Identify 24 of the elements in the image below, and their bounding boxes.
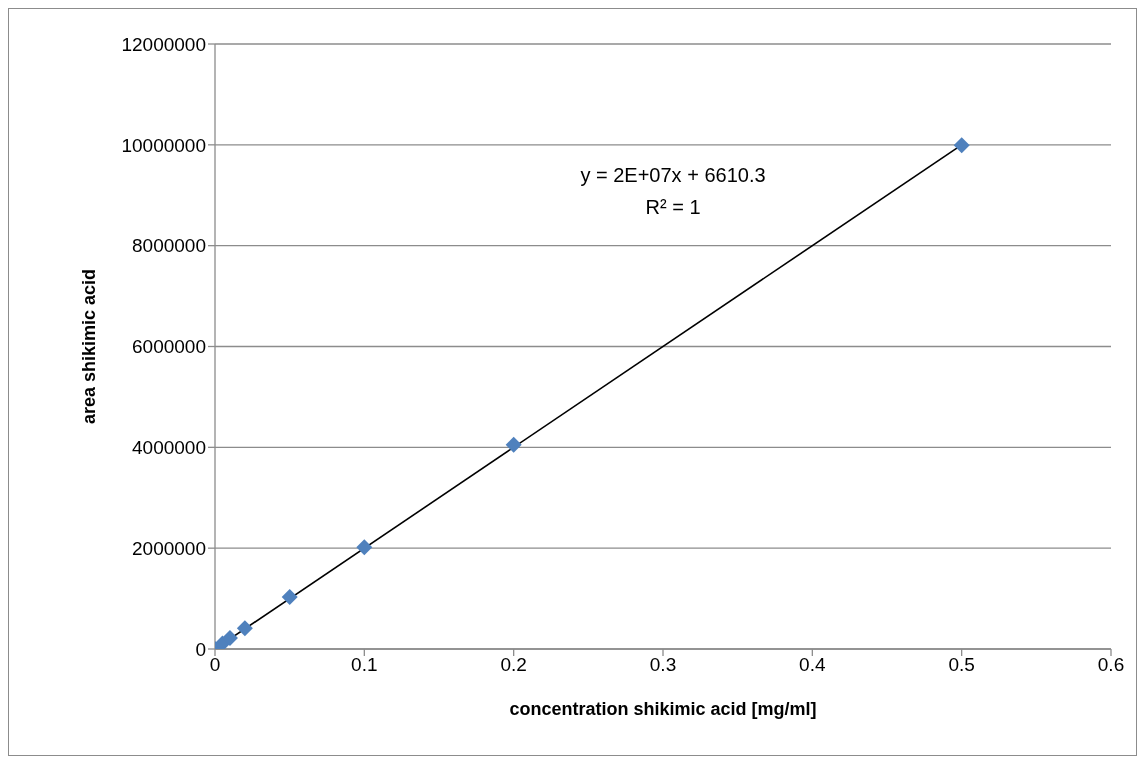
x-tick-label: 0.2	[500, 654, 527, 676]
point	[356, 539, 373, 556]
y-tick-label: 4000000	[132, 437, 206, 459]
y-tick-label: 12000000	[121, 33, 206, 55]
x-tick-label: 0.1	[351, 654, 378, 676]
point	[953, 137, 970, 154]
y-tick-label: 10000000	[121, 134, 206, 156]
y-tick-label: 8000000	[132, 235, 206, 257]
y-axis-title: area shikimic acid	[79, 268, 100, 425]
annotation: y = 2E+07x + 6610.3	[579, 163, 767, 188]
x-tick-label: 0.5	[948, 654, 975, 676]
point	[505, 436, 522, 453]
x-tick-label: 0.3	[649, 654, 677, 676]
x-tick-label: 0	[209, 654, 221, 676]
point	[281, 589, 298, 606]
annotation: R² = 1	[644, 195, 702, 220]
y-tick-label: 2000000	[132, 537, 206, 559]
y-tick-label: 0	[195, 638, 206, 660]
x-axis-title: concentration shikimic acid [mg/ml]	[509, 699, 817, 719]
y-tick-label: 6000000	[132, 336, 206, 358]
point	[221, 629, 238, 646]
x-tick-label: 0.6	[1097, 654, 1125, 676]
point	[236, 620, 253, 637]
x-tick-label: 0.4	[799, 654, 826, 676]
